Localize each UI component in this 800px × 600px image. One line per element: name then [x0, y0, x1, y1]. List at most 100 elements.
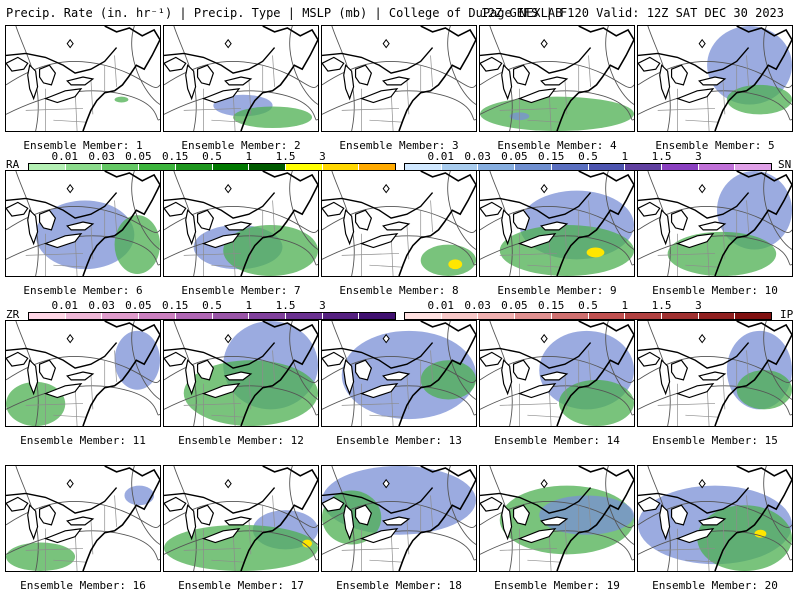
rain-precip-area [736, 370, 792, 410]
great-lake [66, 76, 95, 86]
great-lake [185, 504, 197, 541]
station-marker-icon [224, 333, 232, 344]
state-border [114, 495, 117, 527]
state-border [499, 403, 558, 406]
base-map [6, 466, 160, 571]
coastline [82, 26, 160, 131]
state-border [685, 119, 719, 123]
legend-color-swatch [285, 313, 323, 319]
great-lake [659, 64, 671, 101]
legend-color-swatch [661, 313, 699, 319]
great-lake [480, 201, 503, 217]
legend-tick-label: 0.15 [537, 299, 565, 312]
state-border [746, 495, 749, 527]
great-lake [343, 504, 355, 541]
great-lake [66, 371, 95, 381]
legend-tick-label: 1.5 [275, 299, 296, 312]
international-border [164, 47, 276, 74]
international-border [322, 487, 434, 514]
state-border [685, 559, 719, 563]
state-border [183, 403, 242, 406]
state-border [657, 548, 716, 551]
state-border [588, 495, 591, 527]
base-map [164, 26, 318, 131]
isobar [6, 530, 160, 561]
isobar [164, 530, 318, 561]
coastline [240, 466, 318, 571]
great-lake [354, 64, 373, 86]
ensemble-map-panel [479, 320, 635, 427]
ensemble-member-label: Ensemble Member: 3 [339, 139, 459, 152]
ensemble-member-label: Ensemble Member: 16 [20, 579, 146, 592]
legend-color-swatch [102, 164, 140, 170]
ensemble-map-panel [321, 465, 477, 572]
ensemble-member-label: Ensemble Member: 2 [181, 139, 301, 152]
coastline [240, 171, 318, 276]
state-border [527, 119, 561, 123]
station-marker-icon [382, 183, 390, 194]
rain-precip-area [558, 379, 634, 426]
great-lake [501, 64, 513, 101]
legend-color-swatch [359, 164, 396, 170]
great-lake [38, 504, 57, 526]
base-map [480, 466, 634, 571]
state-border [746, 350, 749, 382]
station-marker-icon [382, 38, 390, 49]
isobar [480, 385, 634, 416]
great-lake [675, 528, 715, 544]
station-marker-icon [540, 478, 548, 489]
state-border [183, 253, 242, 256]
great-lake [512, 209, 531, 231]
station-marker-icon [382, 333, 390, 344]
international-border [638, 47, 750, 74]
legend-color-swatch [405, 164, 442, 170]
rain-precip-area [697, 505, 792, 571]
station-marker-icon [224, 183, 232, 194]
station-marker-icon [540, 183, 548, 194]
ensemble-map-panel [637, 320, 793, 427]
international-border [638, 192, 750, 219]
legend-color-swatch [478, 164, 516, 170]
legend-tick-label: 0.03 [464, 299, 491, 312]
great-lake [164, 201, 187, 217]
state-border [499, 108, 558, 111]
isobar [638, 385, 792, 416]
ensemble-member-label: Ensemble Member: 13 [336, 434, 462, 447]
great-lake [354, 359, 373, 381]
great-lake [480, 56, 503, 72]
great-lake [224, 371, 253, 381]
great-lake [322, 496, 345, 512]
legend-color-swatch [588, 164, 626, 170]
great-lake [6, 201, 29, 217]
great-lake [224, 221, 253, 231]
great-lake [164, 56, 187, 72]
legend-tick-label: 0.05 [501, 150, 528, 163]
coastline [398, 321, 476, 426]
great-lake [675, 233, 715, 249]
great-lake [540, 221, 569, 231]
base-map [480, 321, 634, 426]
great-lake [6, 351, 29, 367]
great-lake [343, 64, 355, 101]
legend-tick-label: 0.5 [202, 150, 222, 163]
legend-tick-label: 1.5 [651, 150, 672, 163]
header-run-valid-time: 12Z GEFS | F120 Valid: 12Z SAT DEC 30 20… [480, 6, 784, 20]
ensemble-map-panel [637, 25, 793, 132]
state-border [369, 414, 403, 418]
isobar [480, 235, 634, 266]
great-lake [698, 516, 727, 526]
state-border [272, 200, 275, 232]
legend-tick-label: 3 [695, 150, 702, 163]
rain-precip-area [480, 96, 634, 131]
great-lake [659, 209, 671, 246]
state-border [341, 253, 400, 256]
coastline [714, 26, 792, 131]
ensemble-map-panel [163, 320, 319, 427]
legend-tick-label: 1.5 [275, 150, 296, 163]
great-lake [359, 383, 399, 399]
great-lake [27, 504, 39, 541]
great-lake [382, 516, 411, 526]
legend-color-swatch [441, 164, 479, 170]
state-border [746, 55, 749, 87]
isobar [322, 530, 476, 561]
